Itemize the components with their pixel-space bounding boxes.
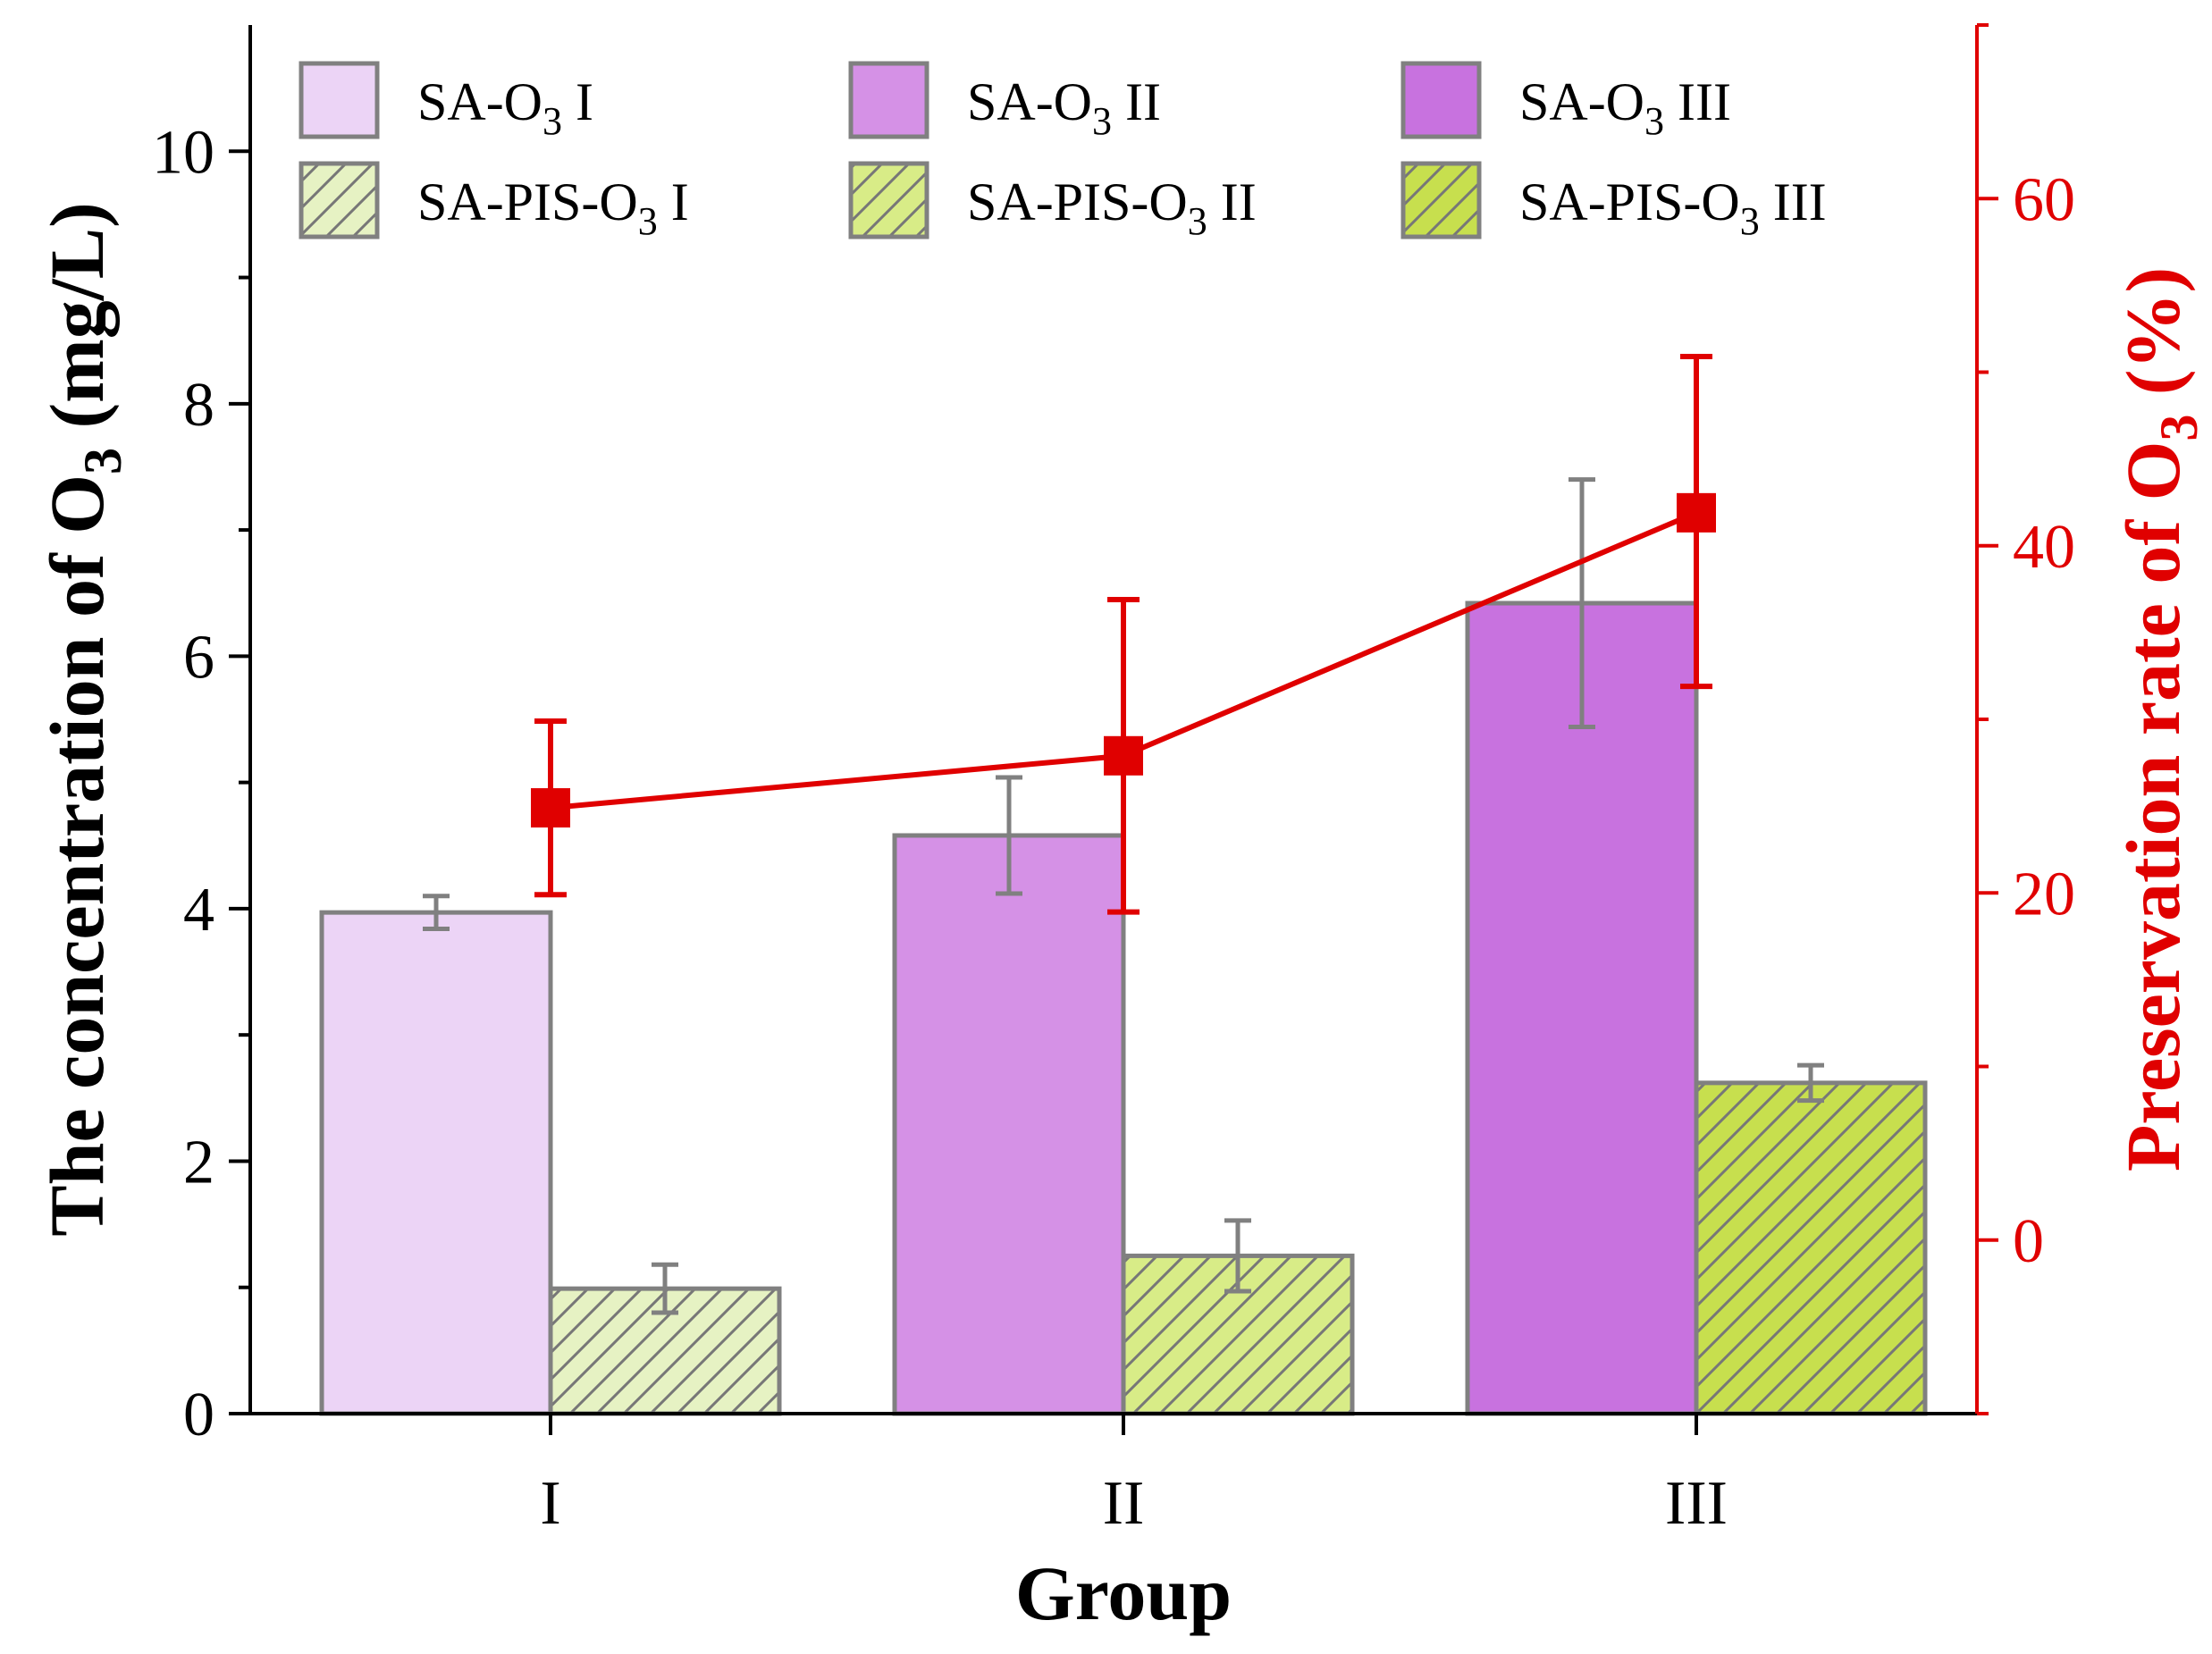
legend-label-main-1: SA-PIS-O bbox=[417, 172, 638, 231]
line-point-2 bbox=[1677, 492, 1716, 533]
line-point-1 bbox=[1104, 735, 1143, 776]
legend-label-4: SA-O3 III bbox=[1519, 72, 1731, 143]
right-axis-title-sub: 3 bbox=[2149, 415, 2208, 441]
left-tick-label-0: 0 bbox=[183, 1381, 214, 1449]
legend-swatch-outline-1 bbox=[299, 161, 380, 239]
legend-label-main-3: SA-PIS-O bbox=[967, 172, 1188, 231]
x-tick-label-0: I bbox=[540, 1469, 560, 1538]
right-tick-label-1: 20 bbox=[2013, 860, 2075, 928]
right-axis-title-tail: (%) bbox=[2110, 267, 2196, 415]
left-tick-label-2: 4 bbox=[183, 876, 214, 945]
bar-2 bbox=[895, 835, 1123, 1414]
left-axis-title-main: The concentration of O bbox=[34, 474, 120, 1237]
legend-label-sub-3: 3 bbox=[1188, 199, 1207, 243]
bar-4 bbox=[1468, 603, 1696, 1414]
left-tick-label-4: 8 bbox=[183, 371, 214, 440]
legend-label-3: SA-PIS-O3 II bbox=[967, 172, 1257, 243]
right-axis-title-main: Preservation rate of O bbox=[2110, 441, 2196, 1172]
legend-swatch-outline-4 bbox=[1400, 61, 1482, 139]
left-axis-title-tail: (mg/L) bbox=[34, 202, 120, 448]
legend-label-tail-0: I bbox=[562, 72, 593, 131]
legend-label-tail-1: I bbox=[658, 172, 689, 231]
right-tick-label-2: 40 bbox=[2013, 513, 2075, 582]
legend-swatch-hatch-1 bbox=[301, 164, 377, 237]
legend-label-tail-2: II bbox=[1112, 72, 1161, 131]
right-tick-label-3: 60 bbox=[2013, 165, 2075, 234]
preservation-line-layer bbox=[531, 354, 1716, 915]
bars-layer bbox=[319, 477, 1928, 1416]
right-axis-title: Preservation rate of O3 (%) bbox=[2110, 267, 2208, 1171]
legend-label-main-5: SA-PIS-O bbox=[1519, 172, 1740, 231]
legend-swatch-outline-5 bbox=[1400, 161, 1482, 239]
legend-label-sub-1: 3 bbox=[638, 199, 658, 243]
legend-label-sub-4: 3 bbox=[1644, 99, 1664, 143]
legend-swatch-2 bbox=[851, 63, 927, 137]
left-tick-label-1: 2 bbox=[183, 1128, 214, 1196]
bar-hatch-5 bbox=[1696, 1082, 1925, 1414]
legend-swatch-outline-3 bbox=[848, 161, 929, 239]
legend-label-5: SA-PIS-O3 III bbox=[1519, 172, 1827, 243]
x-tick-label-1: II bbox=[1103, 1469, 1145, 1538]
legend-label-tail-5: III bbox=[1760, 172, 1827, 231]
legend-label-main-2: SA-O bbox=[967, 72, 1092, 131]
legend-label-tail-4: III bbox=[1664, 72, 1731, 131]
left-tick-label-5: 10 bbox=[152, 118, 214, 187]
legend-swatch-hatch-5 bbox=[1403, 164, 1479, 237]
legend-swatch-outline-2 bbox=[848, 61, 929, 139]
legend-swatch-hatch-3 bbox=[851, 164, 927, 237]
legend-swatch-outline-0 bbox=[299, 61, 380, 139]
legend-label-1: SA-PIS-O3 I bbox=[417, 172, 689, 243]
left-tick-label-3: 6 bbox=[183, 623, 214, 692]
legend-label-sub-2: 3 bbox=[1092, 99, 1112, 143]
legend-label-tail-3: II bbox=[1207, 172, 1257, 231]
left-axis-title: The concentration of O3 (mg/L) bbox=[34, 202, 132, 1236]
x-axis-title: Group bbox=[1015, 1550, 1232, 1636]
bar-0 bbox=[322, 912, 551, 1414]
legend-label-main-4: SA-O bbox=[1519, 72, 1644, 131]
line-point-0 bbox=[531, 788, 570, 828]
legend-label-2: SA-O3 II bbox=[967, 72, 1161, 143]
right-tick-label-0: 0 bbox=[2013, 1207, 2044, 1276]
legend-swatch-0 bbox=[301, 63, 377, 137]
legend-swatch-4 bbox=[1403, 63, 1479, 137]
legend-label-sub-0: 3 bbox=[542, 99, 562, 143]
legend-label-0: SA-O3 I bbox=[417, 72, 593, 143]
left-axis-title-sub: 3 bbox=[73, 448, 132, 474]
legend-label-main-0: SA-O bbox=[417, 72, 542, 131]
legend-label-sub-5: 3 bbox=[1740, 199, 1760, 243]
x-tick-label-2: III bbox=[1665, 1469, 1728, 1538]
